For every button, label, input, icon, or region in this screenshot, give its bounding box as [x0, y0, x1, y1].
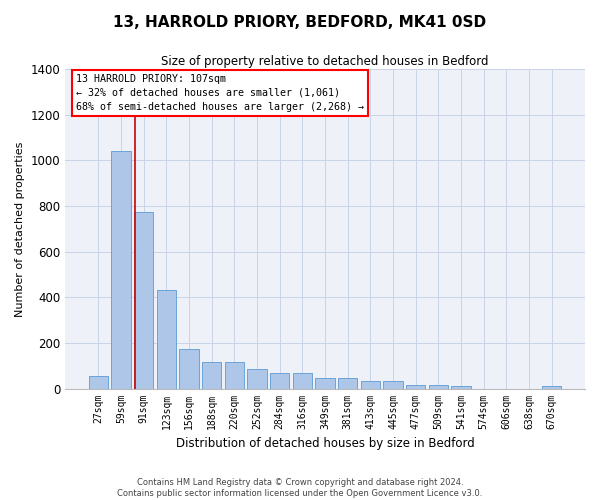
- Bar: [270, 372, 289, 388]
- Title: Size of property relative to detached houses in Bedford: Size of property relative to detached ho…: [161, 55, 489, 68]
- Bar: [134, 212, 154, 388]
- Bar: [225, 362, 244, 388]
- Text: 13 HARROLD PRIORY: 107sqm
← 32% of detached houses are smaller (1,061)
68% of se: 13 HARROLD PRIORY: 107sqm ← 32% of detac…: [76, 74, 364, 112]
- Text: 13, HARROLD PRIORY, BEDFORD, MK41 0SD: 13, HARROLD PRIORY, BEDFORD, MK41 0SD: [113, 15, 487, 30]
- Bar: [542, 386, 562, 388]
- Bar: [247, 369, 267, 388]
- Y-axis label: Number of detached properties: Number of detached properties: [15, 141, 25, 316]
- Bar: [112, 152, 131, 388]
- Bar: [383, 380, 403, 388]
- Bar: [451, 386, 471, 388]
- Bar: [293, 372, 312, 388]
- Bar: [89, 376, 108, 388]
- Bar: [157, 290, 176, 388]
- Bar: [202, 362, 221, 388]
- Bar: [179, 348, 199, 389]
- Bar: [429, 385, 448, 388]
- Bar: [316, 378, 335, 388]
- Bar: [406, 385, 425, 388]
- Bar: [338, 378, 358, 388]
- X-axis label: Distribution of detached houses by size in Bedford: Distribution of detached houses by size …: [176, 437, 475, 450]
- Text: Contains HM Land Registry data © Crown copyright and database right 2024.
Contai: Contains HM Land Registry data © Crown c…: [118, 478, 482, 498]
- Bar: [361, 380, 380, 388]
